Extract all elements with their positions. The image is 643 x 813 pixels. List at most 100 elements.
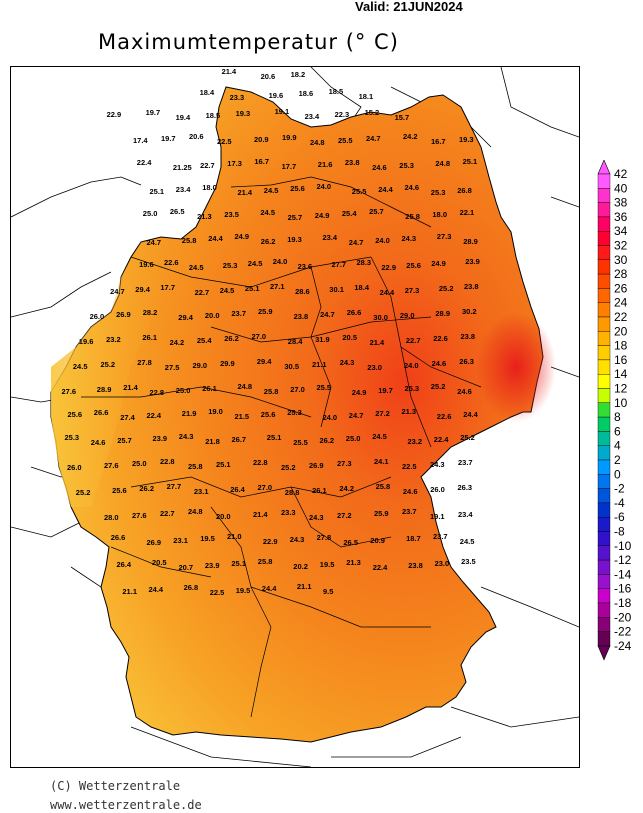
station-value: 24.6 (91, 438, 106, 447)
scale-label: 40 (614, 181, 628, 195)
scale-label: -8 (614, 525, 625, 539)
station-value: 25.0 (132, 459, 147, 468)
website-link[interactable]: www.wetterzentrale.de (50, 798, 202, 812)
station-value: 21.1 (297, 582, 312, 591)
station-value: 25.3 (223, 261, 238, 270)
scale-label: 32 (614, 239, 628, 253)
station-value: 23.8 (461, 332, 476, 341)
station-value: 17.4 (133, 136, 148, 145)
station-value: 28.3 (357, 258, 372, 267)
station-value: 27.7 (332, 260, 347, 269)
station-value: 26.7 (232, 435, 247, 444)
station-value: 27.3 (405, 286, 420, 295)
scale-swatch (597, 531, 611, 547)
station-value: 21.4 (123, 383, 138, 392)
station-value: 22.9 (107, 110, 122, 119)
station-value: 23.8 (408, 561, 423, 570)
station-value: 28.9 (463, 237, 478, 246)
scale-label: 2 (614, 453, 621, 467)
station-value: 27.8 (137, 358, 152, 367)
station-value: 25.5 (293, 438, 308, 447)
station-value: 25.1 (231, 559, 246, 568)
station-value: 22.4 (137, 158, 152, 167)
station-value: 23.3 (230, 93, 245, 102)
station-value: 18.5 (206, 111, 221, 120)
station-value: 22.6 (437, 412, 452, 421)
station-value: 24.4 (149, 585, 164, 594)
station-value: 18.0 (202, 183, 217, 192)
station-value: 29.9 (220, 359, 235, 368)
scale-label: -20 (614, 610, 632, 624)
station-value: 19.3 (459, 135, 474, 144)
station-value: 17.7 (160, 283, 175, 292)
station-value: 26.8 (457, 186, 472, 195)
station-value: 28.8 (285, 488, 300, 497)
station-value: 25.9 (374, 509, 389, 518)
station-value: 21.8 (205, 437, 220, 446)
station-value: 24.7 (320, 310, 335, 319)
station-value: 24.0 (404, 361, 419, 370)
station-value: 24.8 (435, 159, 450, 168)
station-value: 23.6 (298, 262, 313, 271)
station-value: 23.5 (224, 210, 239, 219)
station-value: 30.2 (462, 307, 477, 316)
scale-label: -12 (614, 553, 632, 567)
station-value: 27.2 (337, 511, 352, 520)
station-value: 27.3 (337, 459, 352, 468)
station-value: 25.5 (338, 136, 353, 145)
station-value: 24.5 (260, 208, 275, 217)
station-value: 28.2 (143, 308, 158, 317)
station-value: 25.8 (264, 387, 279, 396)
station-value: 20.9 (370, 536, 385, 545)
scale-label: 10 (614, 396, 628, 410)
station-value: 23.3 (281, 508, 296, 517)
scale-swatch (597, 459, 611, 475)
station-value: 22.7 (200, 161, 215, 170)
station-value: 22.4 (434, 435, 449, 444)
station-value: 27.5 (165, 363, 180, 372)
station-value: 22.5 (402, 462, 417, 471)
station-value: 24.9 (431, 259, 446, 268)
station-value: 23.0 (435, 559, 450, 568)
station-value: 25.7 (288, 213, 303, 222)
station-value: 23.1 (173, 536, 188, 545)
station-value: 22.5 (210, 588, 225, 597)
station-value: 20.9 (254, 135, 269, 144)
station-value: 24.5 (189, 263, 204, 272)
station-value: 23.5 (461, 557, 476, 566)
station-value: 15.7 (395, 113, 410, 122)
station-value: 27.0 (290, 385, 305, 394)
scale-label: -4 (614, 496, 625, 510)
scale-swatch (597, 188, 611, 203)
station-value: 19.9 (282, 133, 297, 142)
station-value: 21.4 (253, 510, 268, 519)
station-value: 24.9 (315, 211, 330, 220)
station-value: 21.3 (402, 407, 417, 416)
station-value: 25.6 (290, 184, 305, 193)
station-value: 25.8 (405, 212, 420, 221)
map-canvas: 21.4 20.6 18.2 18.4 23.3 19.6 18.6 18.5 18.1 22.9… (11, 67, 579, 767)
station-value: 30.1 (329, 285, 344, 294)
station-value: 24.2 (403, 132, 418, 141)
scale-swatch (597, 245, 611, 261)
scale-swatch (597, 545, 611, 561)
scale-swatch (597, 402, 611, 418)
station-value: 23.7 (231, 309, 246, 318)
station-value: 22.6 (433, 334, 448, 343)
station-value: 22.3 (335, 110, 350, 119)
station-value: 19.6 (139, 260, 154, 269)
scale-swatch (597, 359, 611, 375)
scale-swatch (597, 345, 611, 361)
scale-label: -22 (614, 625, 632, 639)
station-value: 25.4 (342, 209, 357, 218)
station-value: 24.8 (188, 507, 203, 516)
station-value: 28.9 (435, 309, 450, 318)
scale-label: 14 (614, 367, 628, 381)
station-value: 24.0 (273, 257, 288, 266)
scale-label: -24 (614, 639, 632, 653)
station-value: 25.3 (431, 188, 446, 197)
station-value: 24.4 (380, 288, 395, 297)
scale-swatch (597, 559, 611, 575)
station-value: 24.5 (248, 259, 263, 268)
scale-label: -6 (614, 510, 625, 524)
